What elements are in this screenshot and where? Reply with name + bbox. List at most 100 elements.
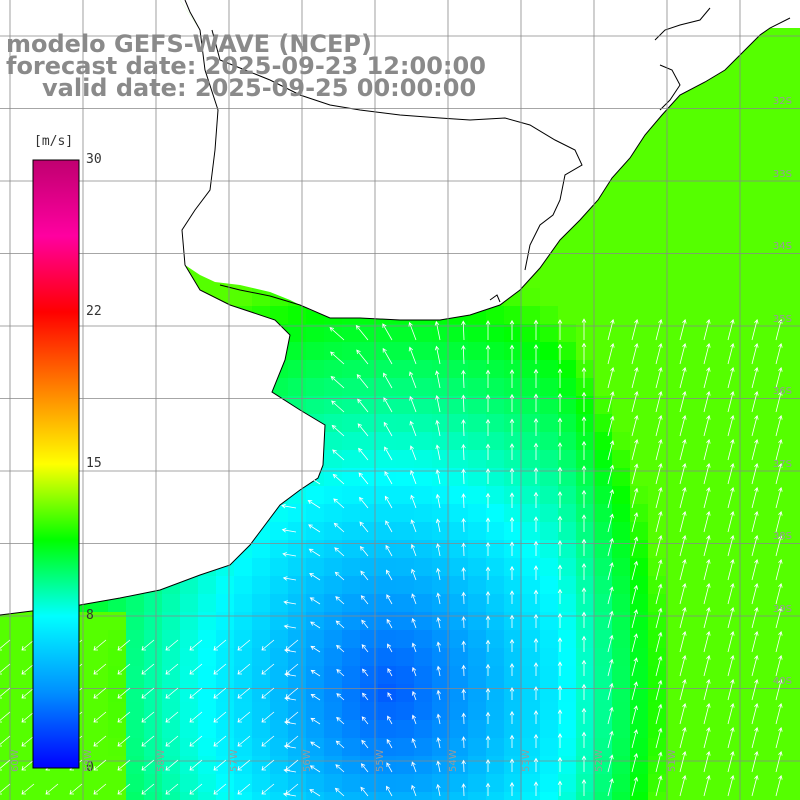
wind-speed-cell xyxy=(18,630,37,649)
wind-speed-cell xyxy=(648,630,667,649)
wind-speed-cell xyxy=(558,252,577,271)
wind-speed-cell xyxy=(414,576,433,595)
wind-arrow xyxy=(411,568,417,581)
wind-speed-cell xyxy=(378,540,397,559)
wind-speed-cell xyxy=(630,702,649,721)
wind-speed-cell xyxy=(414,450,433,469)
wind-speed-cell xyxy=(612,612,631,631)
wind-speed-cell xyxy=(414,558,433,577)
wind-arrow xyxy=(485,517,491,532)
wind-speed-cell xyxy=(558,504,577,523)
wind-speed-cell xyxy=(396,558,415,577)
wind-speed-cell xyxy=(486,522,505,541)
wind-speed-cell xyxy=(576,414,595,433)
wind-speed-cell xyxy=(414,666,433,685)
wind-speed-cell xyxy=(558,702,577,721)
wind-speed-cell xyxy=(594,414,613,433)
wind-arrow xyxy=(703,630,711,653)
wind-speed-cell xyxy=(702,342,721,361)
wind-speed-cell xyxy=(378,450,397,469)
wind-speed-cell xyxy=(792,612,800,631)
wind-arrow xyxy=(359,521,369,533)
wind-speed-cell xyxy=(540,414,559,433)
wind-arrow xyxy=(21,687,35,699)
wind-speed-cell xyxy=(684,144,703,163)
wind-arrow xyxy=(607,610,614,629)
wind-speed-cell xyxy=(738,252,757,271)
wind-speed-cell xyxy=(648,216,667,235)
wind-speed-cell xyxy=(162,648,181,667)
wind-speed-cell xyxy=(162,720,181,739)
wind-arrow xyxy=(727,534,735,557)
wind-speed-cell xyxy=(648,576,667,595)
wind-speed-cell xyxy=(576,666,595,685)
wind-speed-cell xyxy=(666,108,685,127)
wind-speed-cell xyxy=(666,540,685,559)
wind-arrow xyxy=(310,741,321,749)
wind-speed-cell xyxy=(324,594,343,613)
wind-speed-cell xyxy=(396,342,415,361)
wind-speed-cell xyxy=(234,792,253,800)
wind-speed-cell xyxy=(702,288,721,307)
wind-speed-cell xyxy=(522,414,541,433)
wind-arrow xyxy=(21,783,35,795)
wind-arrow xyxy=(703,438,711,461)
wind-arrow xyxy=(727,726,735,749)
wind-speed-cell xyxy=(360,558,379,577)
wind-speed-cell xyxy=(648,558,667,577)
wind-arrow xyxy=(727,750,735,773)
wind-speed-cell xyxy=(738,504,757,523)
wind-arrow xyxy=(655,727,663,749)
wind-speed-cell xyxy=(306,396,325,415)
wind-arrow xyxy=(361,644,369,653)
wind-speed-cell xyxy=(468,594,487,613)
wind-speed-cell xyxy=(594,774,613,793)
wind-arrow xyxy=(411,642,417,653)
wind-arrow xyxy=(461,443,466,461)
wind-arrow xyxy=(436,592,441,605)
wind-speed-cell xyxy=(702,738,721,757)
wind-speed-cell xyxy=(432,450,451,469)
wind-speed-cell xyxy=(306,360,325,379)
wind-speed-cell xyxy=(432,612,451,631)
wind-speed-cell xyxy=(360,666,379,685)
wind-speed-cell xyxy=(414,396,433,415)
wind-arrow xyxy=(679,486,687,509)
wind-speed-cell xyxy=(180,702,199,721)
wind-speed-cell xyxy=(774,756,793,775)
wind-speed-cell xyxy=(504,540,523,559)
wind-speed-cell xyxy=(666,612,685,631)
wind-speed-cell xyxy=(504,360,523,379)
wind-speed-cell xyxy=(756,72,775,91)
wind-speed-cell xyxy=(594,576,613,595)
wind-speed-cell xyxy=(774,324,793,343)
wind-arrow xyxy=(727,486,735,509)
wind-speed-cell xyxy=(432,792,451,800)
wind-speed-cell xyxy=(324,648,343,667)
wind-speed-cell xyxy=(450,360,469,379)
wind-arrow xyxy=(775,414,783,437)
wind-speed-cell xyxy=(540,270,559,289)
wind-speed-cell xyxy=(738,522,757,541)
wind-speed-cell xyxy=(342,450,361,469)
wind-arrow xyxy=(631,633,638,653)
wind-speed-cell xyxy=(126,684,145,703)
wind-speed-cell xyxy=(594,558,613,577)
wind-arrow xyxy=(485,639,491,652)
wind-speed-cell xyxy=(630,792,649,800)
latitude-label: 38S xyxy=(772,531,792,542)
wind-arrow xyxy=(727,630,735,653)
wind-speed-cell xyxy=(630,720,649,739)
wind-speed-cell xyxy=(90,666,109,685)
wind-arrow xyxy=(281,527,297,533)
colorbar-tick-0: 0 xyxy=(86,760,94,775)
wind-arrow xyxy=(93,639,107,651)
wind-speed-cell xyxy=(234,666,253,685)
wind-speed-cell xyxy=(666,270,685,289)
wind-speed-cell xyxy=(630,198,649,217)
wind-arrow xyxy=(485,735,491,748)
wind-speed-cell xyxy=(486,486,505,505)
wind-speed-cell xyxy=(576,378,595,397)
wind-speed-cell xyxy=(702,378,721,397)
wind-speed-cell xyxy=(558,432,577,451)
